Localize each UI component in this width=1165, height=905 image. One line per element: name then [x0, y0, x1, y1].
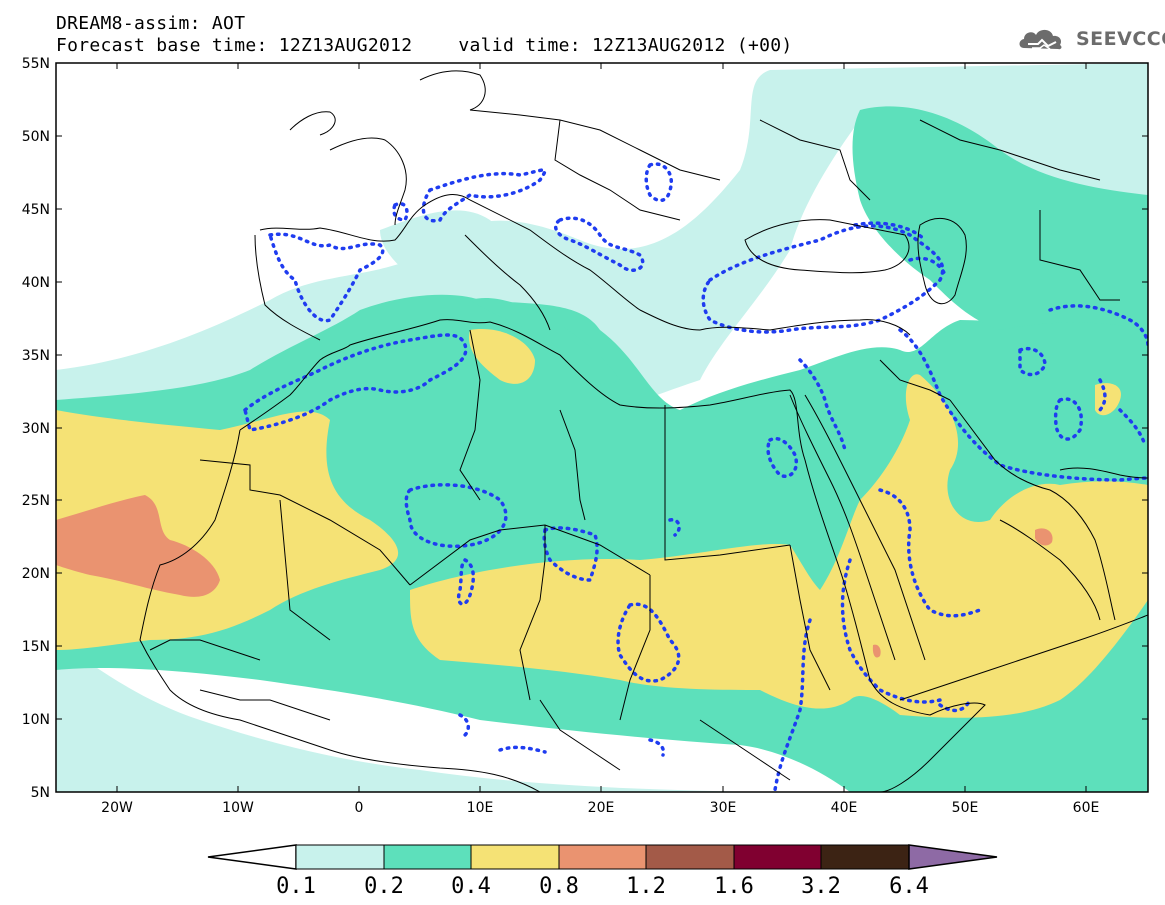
- lat-label: 15N: [22, 639, 50, 655]
- coastlines: [139, 70, 1148, 792]
- logo-text: SEEVCCC: [1076, 28, 1165, 50]
- colorbar-label: 0.2: [364, 874, 404, 899]
- aot-level-0.4: [56, 329, 1148, 718]
- lon-label: 40E: [831, 800, 858, 816]
- lat-labels: 55N 50N 45N 40N 35N 30N 25N 20N 15N 10N …: [22, 56, 50, 801]
- colorbar-swatch: [733, 844, 822, 870]
- lat-label: 35N: [22, 348, 50, 364]
- lon-label: 30E: [710, 800, 737, 816]
- tick-marks: [56, 62, 1148, 792]
- colorbar-swatch: [820, 844, 910, 870]
- lon-label: 0: [355, 800, 364, 816]
- colorbar-label: 0.8: [539, 874, 579, 899]
- colorbar-under-triangle: [207, 844, 297, 870]
- seevccc-logo: SEEVCCC: [1016, 24, 1165, 54]
- colorbar-swatch: [295, 844, 385, 870]
- colorbar-label: 3.2: [801, 874, 841, 899]
- lat-label: 20N: [22, 566, 50, 582]
- lat-label: 10N: [22, 712, 50, 728]
- lat-label: 5N: [31, 785, 50, 801]
- lon-label: 10W: [222, 800, 254, 816]
- lat-label: 40N: [22, 275, 50, 291]
- lat-label: 45N: [22, 202, 50, 218]
- aot-level-0.8: [56, 495, 1053, 658]
- cloud-logo-icon: [1019, 29, 1062, 50]
- lon-label: 20W: [101, 800, 133, 816]
- map-title: DREAM8-assim: AOT: [56, 13, 246, 34]
- lon-label: 10E: [467, 800, 494, 816]
- lat-label: 50N: [22, 129, 50, 145]
- forecast-base-time: Forecast base time: 12Z13AUG2012: [56, 35, 413, 56]
- aot-fields: [56, 63, 1148, 792]
- colorbar-swatch: [383, 844, 472, 870]
- colorbar-swatch: [558, 844, 647, 870]
- colorbar-swatch: [470, 844, 560, 870]
- colorbar-label: 1.2: [626, 874, 666, 899]
- lat-label: 25N: [22, 493, 50, 509]
- map-subtitle: Forecast base time: 12Z13AUG2012 valid ti…: [56, 36, 793, 56]
- lon-labels: 20W 10W 0 10E 20E 30E 40E 50E 60E: [101, 800, 1099, 816]
- lon-label: 60E: [1073, 800, 1100, 816]
- lon-label: 20E: [588, 800, 615, 816]
- colorbar-label: 0.4: [451, 874, 491, 899]
- colorbar-over-triangle: [908, 844, 998, 870]
- valid-time: valid time: 12Z13AUG2012 (+00): [458, 35, 793, 56]
- colorbar-swatch: [645, 844, 735, 870]
- lat-label: 30N: [22, 421, 50, 437]
- lon-label: 50E: [952, 800, 979, 816]
- colorbar: 0.1 0.2 0.4 0.8 1.2 1.6 3.2 6.4: [207, 844, 998, 899]
- aot-dotted-contour: [243, 162, 1148, 792]
- colorbar-label: 6.4: [889, 874, 929, 899]
- lat-label: 55N: [22, 56, 50, 72]
- colorbar-label: 1.6: [714, 874, 754, 899]
- colorbar-label: 0.1: [276, 874, 316, 899]
